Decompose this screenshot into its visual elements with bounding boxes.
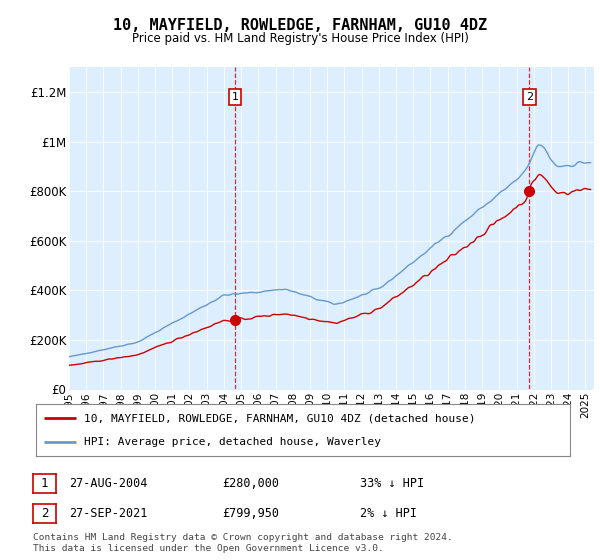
Text: HPI: Average price, detached house, Waverley: HPI: Average price, detached house, Wave… [84, 437, 381, 447]
Text: 2% ↓ HPI: 2% ↓ HPI [360, 507, 417, 520]
Text: 10, MAYFIELD, ROWLEDGE, FARNHAM, GU10 4DZ (detached house): 10, MAYFIELD, ROWLEDGE, FARNHAM, GU10 4D… [84, 413, 476, 423]
Text: 2: 2 [526, 92, 533, 102]
Text: £280,000: £280,000 [222, 477, 279, 490]
Text: 27-AUG-2004: 27-AUG-2004 [69, 477, 148, 490]
Text: 1: 1 [232, 92, 239, 102]
Text: 27-SEP-2021: 27-SEP-2021 [69, 507, 148, 520]
Text: 33% ↓ HPI: 33% ↓ HPI [360, 477, 424, 490]
Text: 2: 2 [41, 507, 48, 520]
Text: 10, MAYFIELD, ROWLEDGE, FARNHAM, GU10 4DZ: 10, MAYFIELD, ROWLEDGE, FARNHAM, GU10 4D… [113, 18, 487, 33]
Text: Contains HM Land Registry data © Crown copyright and database right 2024.
This d: Contains HM Land Registry data © Crown c… [33, 533, 453, 553]
Text: 1: 1 [41, 477, 48, 490]
Text: £799,950: £799,950 [222, 507, 279, 520]
Text: Price paid vs. HM Land Registry's House Price Index (HPI): Price paid vs. HM Land Registry's House … [131, 32, 469, 45]
